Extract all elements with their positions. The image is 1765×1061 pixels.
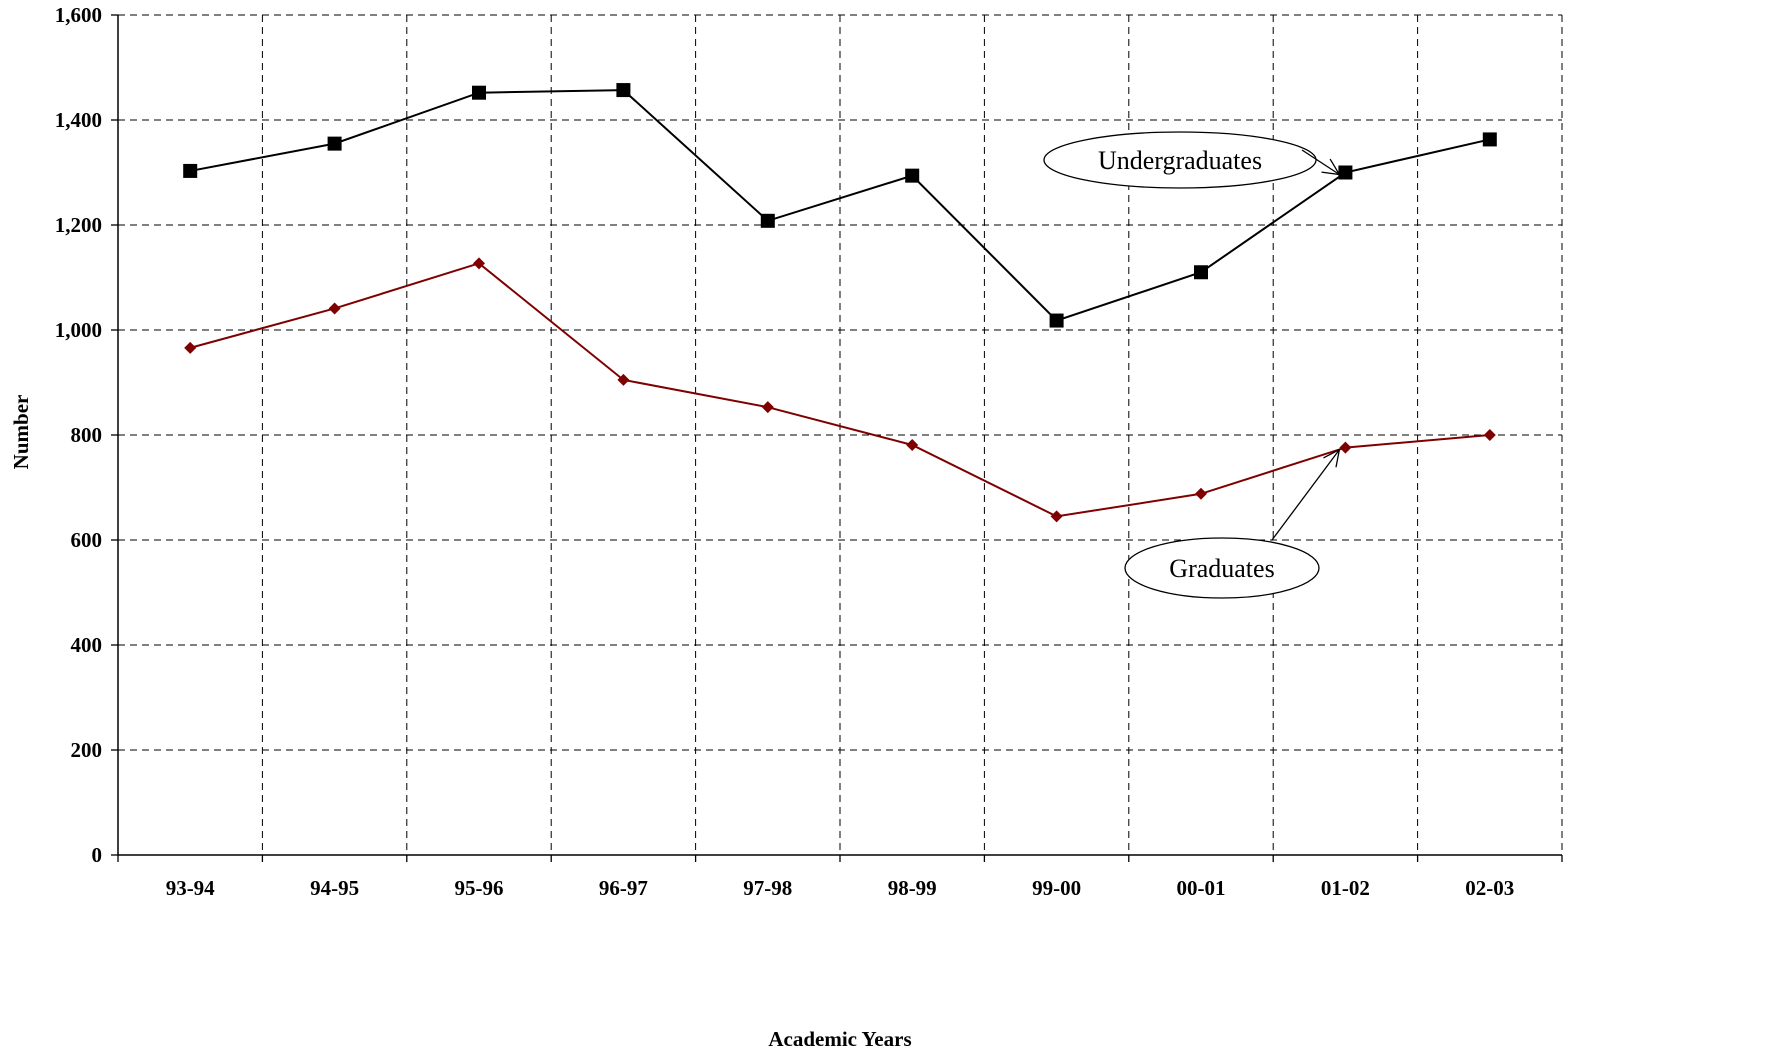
x-tick-label: 99-00: [1032, 876, 1081, 900]
x-tick-label: 98-99: [888, 876, 937, 900]
graduates-point: [328, 302, 341, 315]
callouts: Undergraduates Graduates: [1043, 131, 1341, 599]
x-tick-label: 97-98: [743, 876, 792, 900]
y-tick-label: 200: [71, 738, 103, 762]
graduates-point: [1195, 487, 1207, 500]
graduates-point: [1339, 441, 1352, 454]
undergraduates-callout-arrowhead: [1321, 158, 1341, 176]
undergraduates-point: [905, 168, 920, 183]
y-tick-label: 1,000: [55, 318, 102, 342]
graduates-point: [1483, 429, 1496, 441]
undergraduates-point: [1194, 265, 1208, 280]
y-tick-label: 0: [92, 843, 103, 867]
undergraduates-point: [760, 213, 775, 228]
undergraduates-point: [1338, 165, 1353, 180]
graduates-callout-arrow: [1271, 449, 1340, 541]
graduates-point: [473, 257, 485, 270]
undergraduates-point: [327, 136, 342, 151]
gridlines: [118, 14, 1563, 855]
y-tick-label: 1,600: [55, 3, 102, 27]
y-tick-label: 600: [71, 528, 103, 552]
x-axis-title: Academic Years: [768, 1027, 911, 1051]
y-tick-label: 800: [71, 423, 103, 447]
graduates-point: [1050, 510, 1063, 523]
graduates-callout-arrowhead: [1323, 448, 1341, 468]
labels: 0 200 400 600 800 1,000 1,200 1,400 1,600 93-94 94…: [55, 3, 1515, 900]
graduates-point: [617, 373, 630, 386]
y-tick-label: 1,400: [55, 108, 102, 132]
undergraduates-callout-bubble: [1043, 131, 1317, 189]
undergraduates-point: [1482, 132, 1497, 147]
axes: [111, 14, 1563, 862]
x-tick-label: 01-02: [1321, 876, 1370, 900]
y-axis-title: Number: [9, 395, 33, 470]
graduates-callout-label: Graduates: [1169, 554, 1274, 583]
x-tick-label: 00-01: [1177, 876, 1226, 900]
graduates-point: [761, 401, 774, 414]
x-tick-label: 02-03: [1465, 876, 1514, 900]
undergraduates-callout-arrow: [1301, 149, 1340, 176]
graduates-point: [906, 438, 919, 451]
graduates-callout-bubble: [1124, 537, 1320, 599]
undergraduates-callout-label: Undergraduates: [1098, 146, 1262, 175]
undergraduates-point: [183, 163, 198, 178]
undergraduates-point: [1049, 313, 1064, 328]
x-tick-label: 93-94: [166, 876, 215, 900]
undergraduates-point: [472, 85, 486, 100]
y-tick-label: 400: [71, 633, 103, 657]
graduates-point: [184, 341, 197, 354]
undergraduates-line: [190, 89, 1491, 322]
graduates-line: [189, 262, 1490, 518]
x-tick-label: 96-97: [599, 876, 648, 900]
x-tick-label: 94-95: [310, 876, 359, 900]
x-tick-label: 95-96: [455, 876, 504, 900]
y-tick-label: 1,200: [55, 213, 102, 237]
series: [183, 83, 1497, 523]
undergraduates-point: [616, 83, 631, 98]
